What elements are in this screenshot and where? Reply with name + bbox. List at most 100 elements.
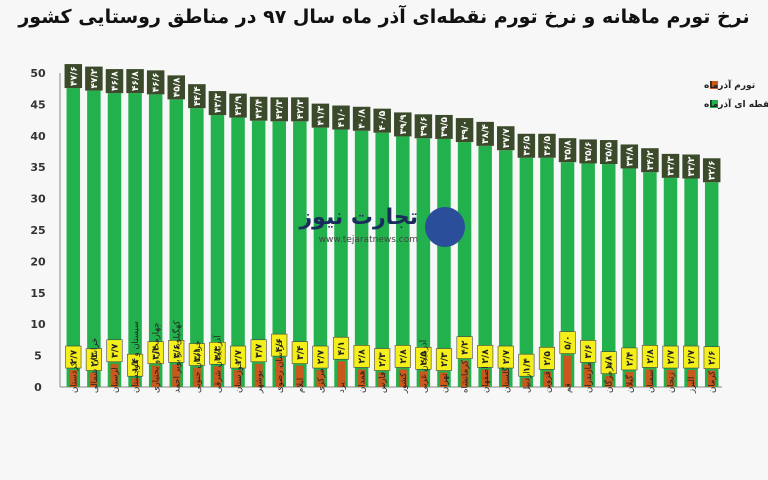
bar-yearly [107,93,122,387]
bar-monthly-label-box [435,348,453,371]
bar-monthly [110,363,119,387]
bar-yearly-label: ۴۶/۶ [152,72,162,92]
x-tick-label: مازندران [584,362,594,393]
bar-monthly-label-box [703,346,720,369]
bar-yearly [704,182,719,387]
bar-monthly [542,371,551,387]
bar-yearly [437,138,451,387]
bar-monthly-label-box [456,336,473,359]
x-tick-label: کشور [399,372,409,394]
bar-yearly [128,93,142,387]
bar-monthly-label: ۲/۴ [625,351,635,366]
bar-yearly-label: ۳۹/۹ [399,114,409,134]
bar-monthly-label: ۵/۰ [564,335,574,349]
bar-monthly-label: ۳/۷ [110,343,120,358]
y-tick-label: 0 [34,381,42,394]
x-tick-label: آذربایجان غربی [417,339,429,393]
bar-yearly [190,108,204,387]
x-tick-label: خوزستان [234,361,244,393]
bar-yearly-label: ۳۶/۵ [522,135,532,155]
bar-yearly [663,177,678,387]
bar-yearly-label-box [661,153,680,178]
bar-monthly-label: ۲/۵ [419,351,429,366]
bar-monthly-label-box [147,341,164,364]
bar-monthly-label: ۱/۴ [131,358,141,373]
bar-yearly-label: ۴۰/۸ [358,108,368,128]
bar-yearly [457,142,472,387]
bar-monthly [687,370,696,387]
bar-monthly [439,372,448,387]
bar-yearly-label: ۴۱/۳ [316,105,326,125]
bar-monthly-label-box [641,345,658,368]
bar-yearly-label-box [332,105,350,130]
bar-yearly-label-box [105,69,124,94]
bar-monthly-label-box [374,348,391,371]
x-tick-label: گلستان [501,366,512,393]
bar-monthly-label-box [209,341,226,365]
bar-yearly-label: ۴۲/۴ [255,98,265,118]
bar-monthly [295,365,304,387]
x-tick-label: بوشهر [255,371,265,395]
bar-yearly-label: ۳۴/۸ [625,146,635,166]
x-tick-label: تهران [440,373,450,393]
bar-monthly-label-box [312,345,329,369]
bar-yearly-label-box [579,139,597,164]
bar-yearly-label-box [620,144,639,169]
bar-yearly-label: ۳۵/۵ [605,142,615,162]
bar-monthly-label-box [600,351,617,374]
bar-yearly-label: ۳۴/۲ [646,150,656,170]
bar-monthly-label-box [168,340,185,363]
x-tick-label: سیستان و بلوچستان [131,321,141,393]
bar-monthly-label-box [394,345,411,368]
bar-monthly [522,378,531,387]
y-tick-label: 15 [30,287,45,300]
bar-monthly-label-box [188,343,205,366]
bar-yearly [499,150,513,387]
bar-monthly-label: ۲/۳ [440,352,450,367]
bar-yearly-label-box [270,97,288,122]
x-tick-label: چهارمحال و بختیاری [152,322,162,393]
bar-monthly-label-box [477,345,494,368]
bar-yearly [231,117,245,387]
legend-swatch-yearly [710,100,718,108]
bar-yearly [560,162,575,387]
bar-yearly-label: ۳۵/۸ [564,140,574,160]
y-tick-label: 50 [30,67,46,80]
bar-yearly [354,130,369,387]
bar-monthly [419,371,428,387]
bar-monthly-label: ۴/۱ [337,341,347,355]
bar-monthly-label-box [538,346,556,370]
bar-monthly-label-box [127,353,144,377]
x-tick-label: کرمان [708,370,718,393]
bar-yearly [684,178,698,387]
bar-monthly [501,370,510,387]
bar-monthly [378,372,387,387]
bar-monthly-label: ۲/۵ [543,351,553,366]
y-tick-label: 25 [30,224,45,237]
y-tick-label: 20 [30,255,46,268]
bar-yearly [210,115,225,388]
bar-yearly [375,132,389,387]
x-tick-label: لرستان [110,367,120,393]
bar-monthly [666,370,675,387]
bar-monthly-label-box [580,340,597,363]
x-tick-label: کهگیلویه و بویر احمد [171,320,182,393]
bar-yearly-label-box [682,154,700,179]
bar-monthly-label-box [291,341,308,364]
bar-monthly-label-box [332,336,350,360]
bar-yearly-label-box [311,103,330,128]
bar-yearly [313,127,328,388]
bar-yearly [87,90,101,388]
bar-monthly-label-box [65,345,82,369]
x-tick-label: اصفهان [481,366,491,393]
bar-monthly-label: ۱/۴ [522,358,532,373]
x-tick-label: خراسان رضوی [275,340,285,393]
bar-monthly [151,365,160,387]
bar-monthly-label-box [415,346,432,370]
bar-monthly [337,361,346,387]
y-tick-label: 35 [30,161,45,174]
bar-monthly [254,363,263,387]
bar-monthly [234,370,243,387]
bar-yearly-label-box [435,114,453,139]
